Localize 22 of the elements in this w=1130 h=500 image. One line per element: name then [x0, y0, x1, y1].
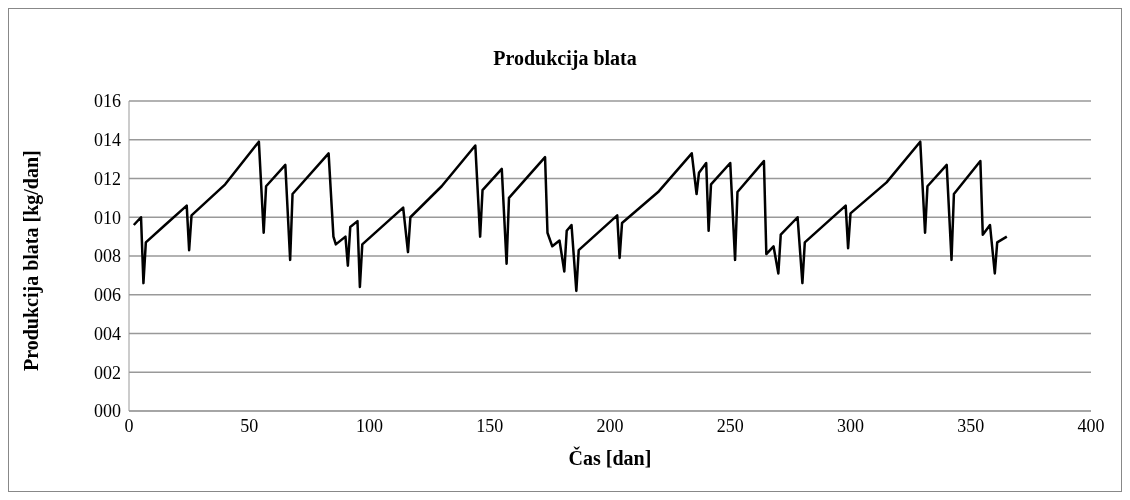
y-tick-label: 010	[94, 207, 121, 228]
y-tick-label: 014	[94, 130, 121, 151]
line-series	[132, 140, 1009, 293]
y-tick-label: 012	[94, 168, 121, 189]
y-tick-label: 000	[94, 401, 121, 422]
y-tick-label: 006	[94, 285, 121, 306]
x-tick-label: 50	[240, 415, 259, 436]
x-tick-label: 100	[356, 415, 383, 436]
y-tick-label: 002	[94, 362, 121, 383]
x-tick-label: 150	[476, 415, 504, 436]
x-axis-title: Čas [dan]	[568, 446, 652, 469]
y-tick-label: 008	[94, 246, 121, 267]
y-axis-title: Produkcija blata [kg/dan]	[20, 150, 44, 371]
x-tick-label: 250	[716, 415, 744, 436]
y-tick-label: 004	[94, 323, 121, 344]
x-tick-label: 200	[596, 415, 624, 436]
x-tick-label: 400	[1077, 415, 1105, 436]
x-tick-label: 0	[124, 415, 134, 436]
chart-title: Produkcija blata	[492, 47, 638, 70]
x-tick-label: 350	[957, 415, 985, 436]
x-tick-label: 300	[837, 415, 864, 436]
y-tick-label: 016	[94, 91, 121, 112]
